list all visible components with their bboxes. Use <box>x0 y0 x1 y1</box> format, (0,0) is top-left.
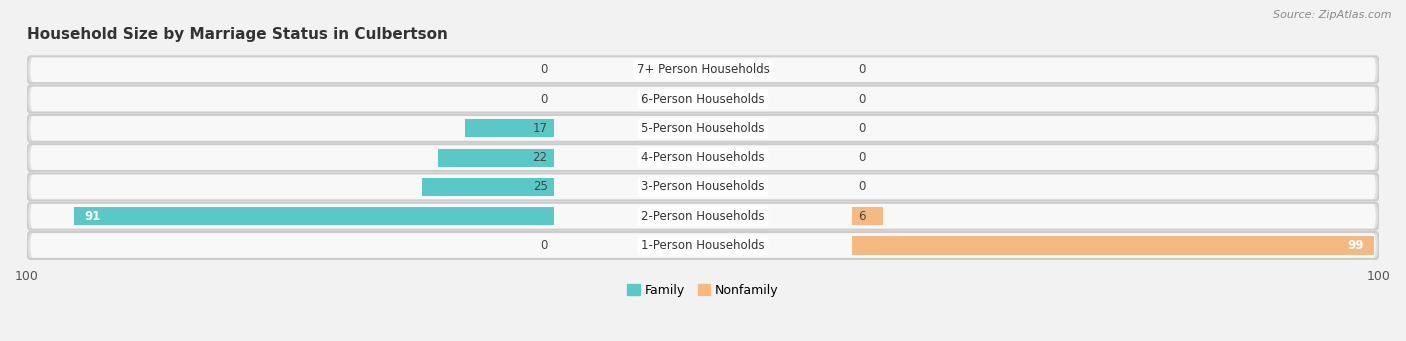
Text: 6: 6 <box>859 210 866 223</box>
FancyBboxPatch shape <box>27 203 1379 230</box>
Bar <box>422 178 554 196</box>
Bar <box>464 119 554 137</box>
Text: 4-Person Households: 4-Person Households <box>641 151 765 164</box>
Text: 0: 0 <box>859 180 866 193</box>
Text: 3-Person Households: 3-Person Households <box>641 180 765 193</box>
FancyBboxPatch shape <box>27 174 1379 201</box>
FancyBboxPatch shape <box>27 144 1379 171</box>
Legend: Family, Nonfamily: Family, Nonfamily <box>627 284 779 297</box>
FancyBboxPatch shape <box>27 56 1379 83</box>
Text: 0: 0 <box>540 63 547 76</box>
FancyBboxPatch shape <box>31 204 1375 228</box>
Text: 25: 25 <box>533 180 547 193</box>
FancyBboxPatch shape <box>31 233 1375 258</box>
Text: 0: 0 <box>859 92 866 106</box>
Text: 2-Person Households: 2-Person Households <box>641 210 765 223</box>
Text: Household Size by Marriage Status in Culbertson: Household Size by Marriage Status in Cul… <box>27 27 449 42</box>
Text: 5-Person Households: 5-Person Households <box>641 122 765 135</box>
FancyBboxPatch shape <box>27 115 1379 142</box>
Text: 0: 0 <box>540 239 547 252</box>
Text: 0: 0 <box>859 122 866 135</box>
Bar <box>852 236 1374 255</box>
FancyBboxPatch shape <box>27 232 1379 259</box>
Text: 7+ Person Households: 7+ Person Households <box>637 63 769 76</box>
FancyBboxPatch shape <box>27 86 1379 113</box>
Text: 99: 99 <box>1347 239 1364 252</box>
Text: 0: 0 <box>859 63 866 76</box>
Text: 1-Person Households: 1-Person Households <box>641 239 765 252</box>
FancyBboxPatch shape <box>31 145 1375 170</box>
FancyBboxPatch shape <box>31 87 1375 112</box>
Text: 0: 0 <box>859 151 866 164</box>
FancyBboxPatch shape <box>31 58 1375 82</box>
Text: 22: 22 <box>533 151 547 164</box>
Bar <box>75 207 554 225</box>
Text: 91: 91 <box>84 210 101 223</box>
Text: 6-Person Households: 6-Person Households <box>641 92 765 106</box>
Text: Source: ZipAtlas.com: Source: ZipAtlas.com <box>1274 10 1392 20</box>
FancyBboxPatch shape <box>31 175 1375 199</box>
Bar <box>439 149 554 167</box>
Text: 17: 17 <box>533 122 547 135</box>
Text: 0: 0 <box>540 92 547 106</box>
FancyBboxPatch shape <box>31 116 1375 140</box>
Bar <box>852 207 883 225</box>
